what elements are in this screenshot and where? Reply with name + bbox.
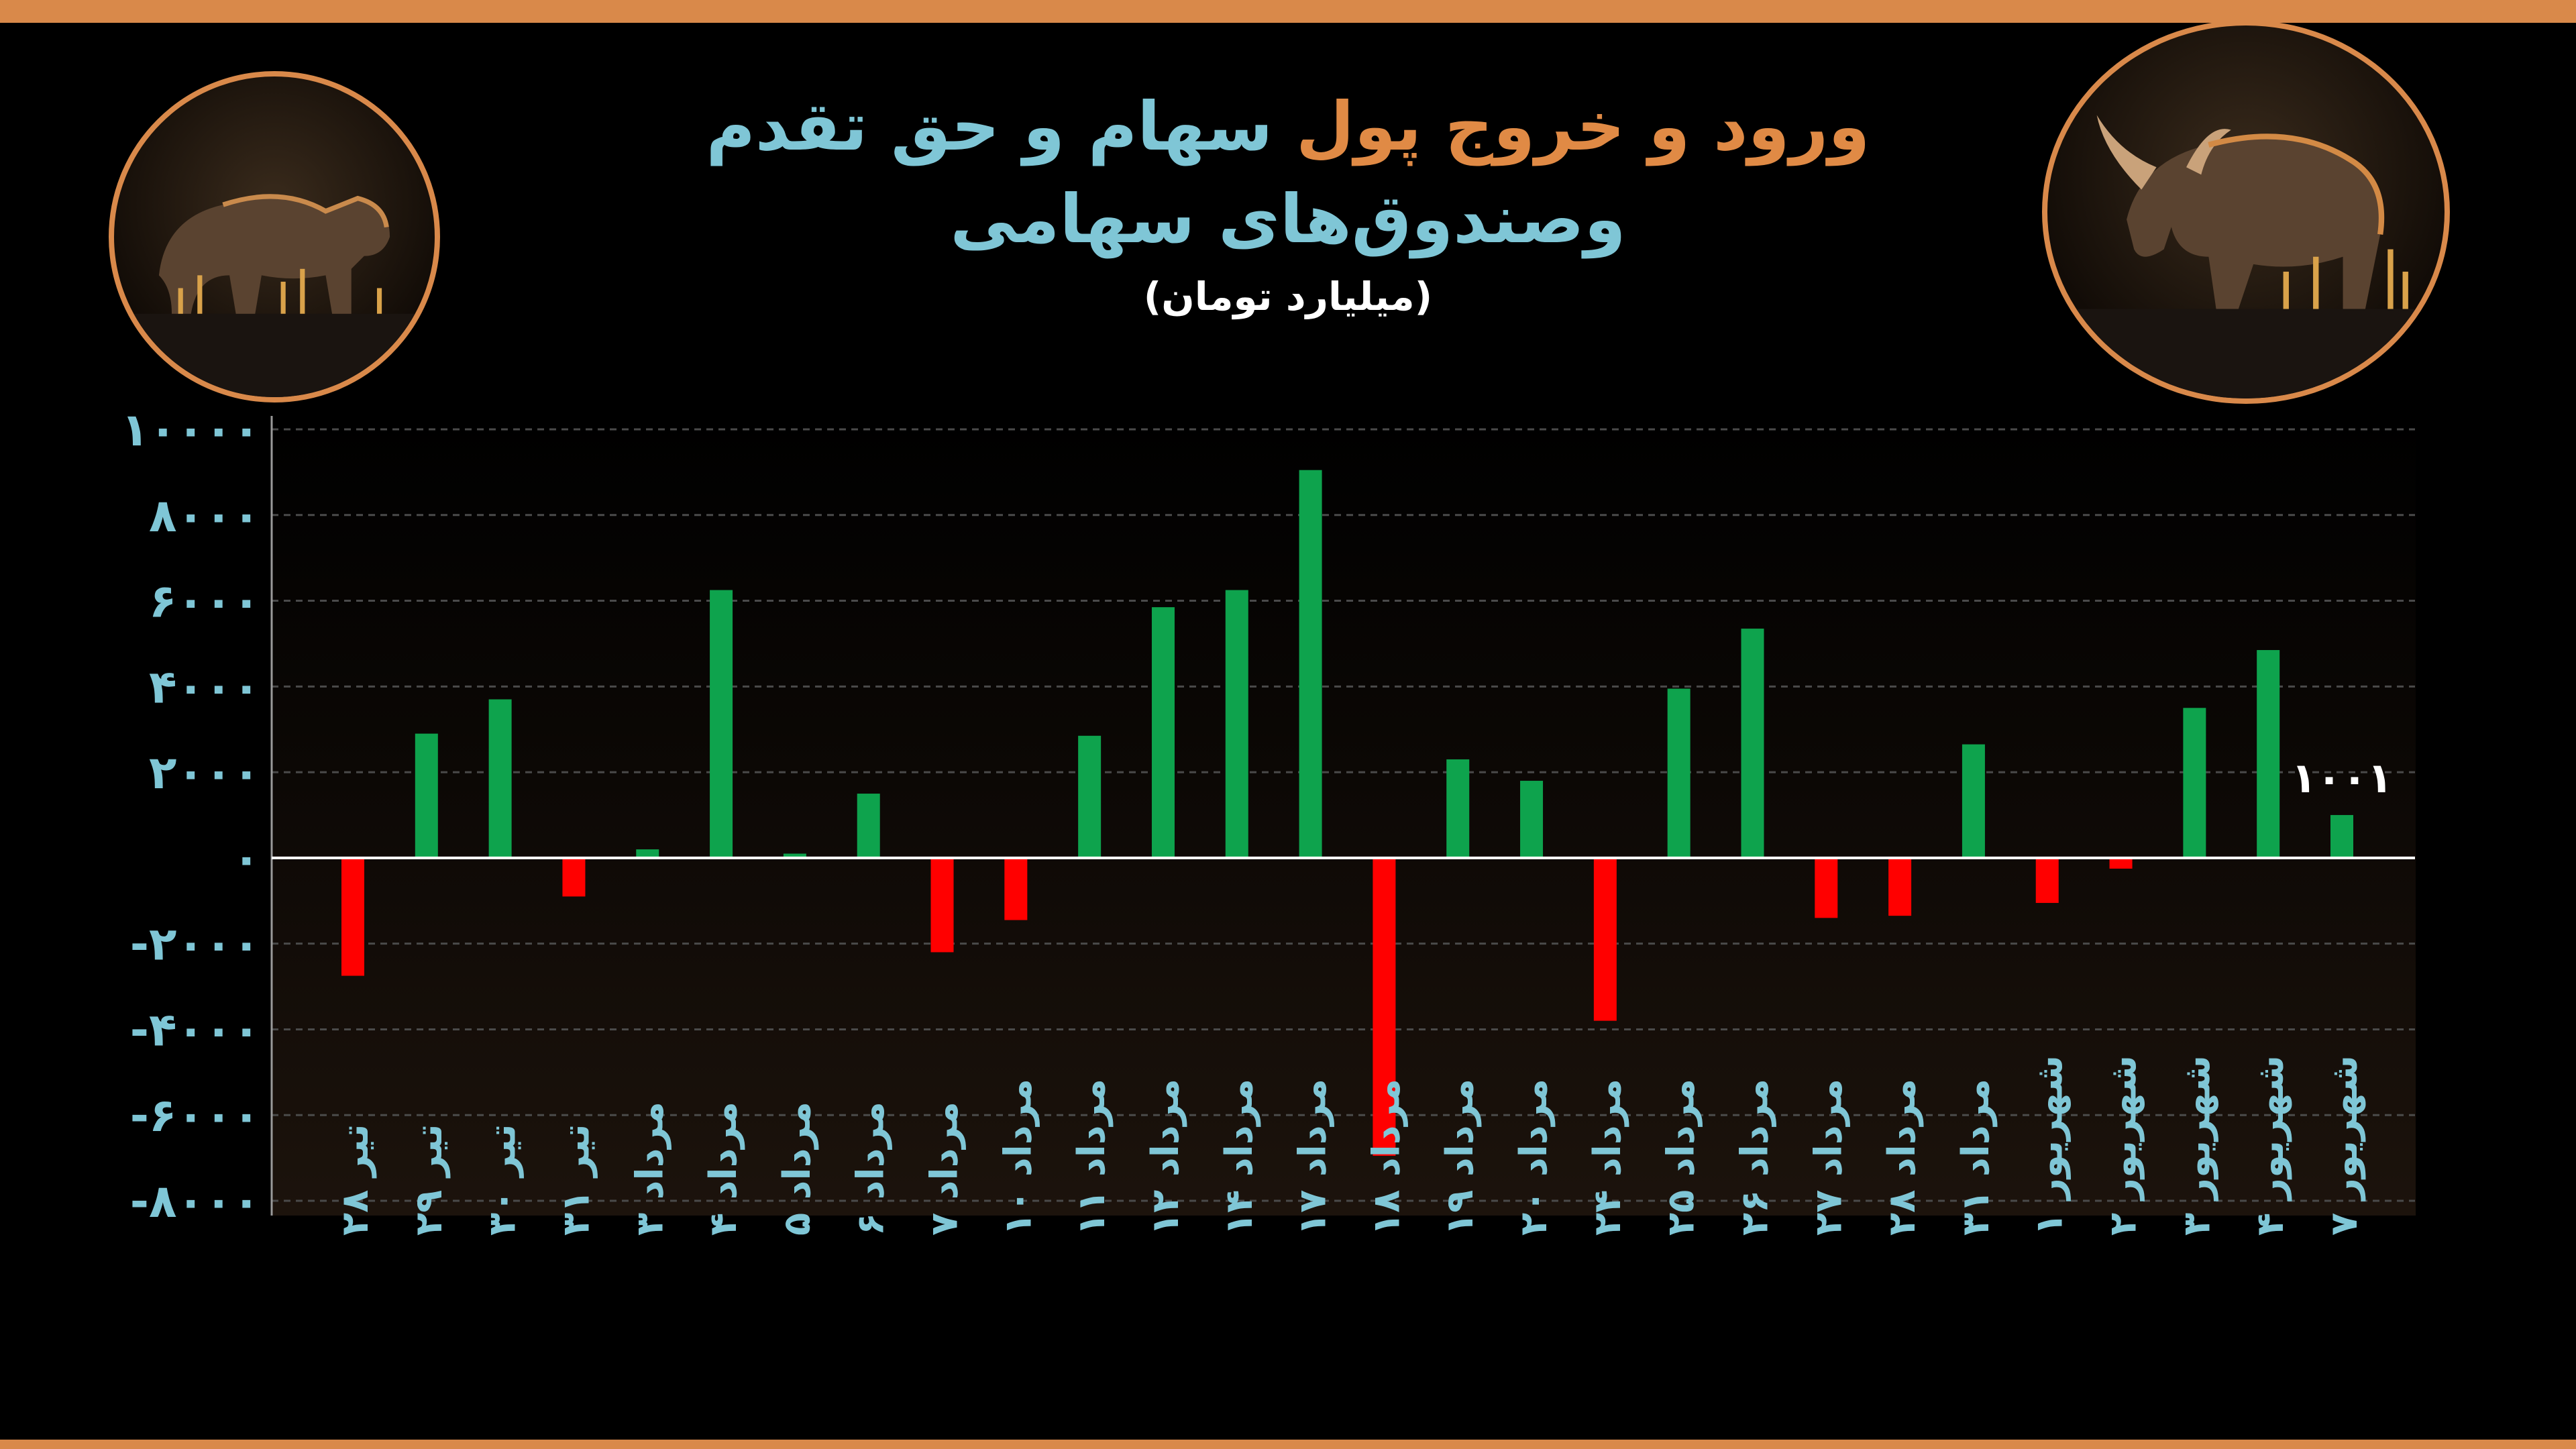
x-tick-label: مرداد ۱۴: [1218, 1079, 1261, 1236]
x-tick-label: مرداد ۶: [849, 1102, 893, 1236]
y-tick-label: ۸۰۰۰: [149, 490, 260, 543]
bar: [1078, 735, 1102, 858]
bar: [1962, 744, 1985, 858]
bottom-frame-bar: [0, 1440, 2576, 1449]
top-frame-bar: [0, 0, 2576, 23]
bar: [1667, 688, 1690, 858]
bear-icon: [109, 71, 440, 402]
bar: [1004, 857, 1028, 920]
data-labels: ۱۰۰۱: [2291, 753, 2392, 802]
bull-icon: [2042, 20, 2450, 404]
bar: [783, 853, 806, 858]
bar: [857, 794, 880, 858]
y-tick-label: -۴۰۰۰: [130, 1004, 260, 1057]
y-tick-label: ۶۰۰۰: [149, 576, 260, 629]
title-highlight: ورود و خروج پول: [1296, 87, 1870, 166]
bar: [710, 590, 733, 858]
title-main: سهام و حق تقدم: [706, 87, 1273, 166]
chart-title-line1: ورود و خروج پول سهام و حق تقدم: [0, 87, 2576, 166]
x-tick-label: مرداد ۲۵: [1660, 1079, 1703, 1236]
bar: [1520, 780, 1544, 858]
x-tick-label: مرداد ۲۶: [1733, 1079, 1776, 1236]
bar: [488, 699, 512, 858]
axes: [270, 416, 2415, 1216]
x-tick-label: مرداد ۱۸: [1364, 1079, 1408, 1236]
x-tick-label: مرداد ۱۲: [1144, 1079, 1187, 1236]
bar: [1815, 857, 1838, 918]
bar: [930, 857, 954, 953]
y-tick-label: ۴۰۰۰: [149, 661, 260, 714]
x-tick-label: تیر ۲۸: [333, 1124, 377, 1236]
bar: [2109, 857, 2133, 869]
x-tick-label: مرداد ۷: [923, 1102, 967, 1236]
x-tick-label: تیر ۲۹: [407, 1124, 451, 1236]
x-tick-labels: تیر ۲۸ تیر ۲۹ تیر ۳۰ تیر ۳۱ مرداد ۳ مرداد ۴ مر…: [333, 1055, 2366, 1236]
y-tick-label: -۸۰۰۰: [130, 1175, 260, 1228]
x-tick-label: مرداد ۴: [702, 1102, 745, 1236]
y-tick-label: ۰: [232, 833, 260, 885]
x-tick-label: شهریور ۲: [2102, 1055, 2145, 1236]
chart-title-line2: وصندوق‌های سهامی: [950, 180, 1626, 258]
x-tick-label: مرداد ۲۷: [1807, 1079, 1850, 1236]
bar: [1151, 607, 1175, 858]
bar: [1593, 857, 1617, 1021]
x-tick-label: مرداد ۱۷: [1291, 1079, 1335, 1236]
x-tick-label: مرداد ۱۰: [996, 1079, 1040, 1236]
bar: [341, 857, 364, 976]
bar: [2330, 814, 2353, 858]
bar: [415, 733, 438, 858]
x-tick-label: مرداد ۳۱: [1954, 1079, 1998, 1236]
grid-lines: [272, 428, 2415, 1202]
x-tick-label: شهریور ۱: [2028, 1055, 2072, 1236]
x-tick-label: مرداد ۲۴: [1586, 1079, 1629, 1236]
bar: [636, 849, 659, 858]
bar: [1373, 857, 1396, 1156]
bar: [1741, 629, 1764, 858]
y-tick-labels: ۱۰۰۰۰ ۸۰۰۰ ۶۰۰۰ ۴۰۰۰ ۲۰۰۰ ۰ -۲۰۰۰ -۴۰۰۰ -۶۰۰۰ -۸۰…: [121, 404, 260, 1228]
bar: [1446, 759, 1470, 858]
y-tick-label: -۶۰۰۰: [130, 1089, 260, 1142]
bar: [2257, 650, 2280, 858]
plot-background: [272, 416, 2416, 1216]
x-tick-label: شهریور ۷: [2322, 1055, 2366, 1236]
bars: [341, 470, 2353, 1156]
x-tick-label: شهریور ۳: [2175, 1055, 2218, 1236]
x-tick-label: مرداد ۱۹: [1438, 1079, 1482, 1236]
x-tick-label: مرداد ۳: [628, 1102, 672, 1236]
bar: [2035, 857, 2059, 903]
y-tick-label: ۲۰۰۰: [149, 747, 260, 800]
x-tick-label: شهریور ۴: [2249, 1055, 2292, 1236]
bar: [1888, 857, 1912, 916]
x-tick-label: تیر ۳۰: [481, 1124, 525, 1236]
data-label: ۱۰۰۱: [2291, 753, 2392, 802]
x-tick-label: مرداد ۲۰: [1512, 1079, 1556, 1236]
x-tick-label: تیر ۳۱: [554, 1124, 598, 1236]
bar: [1299, 470, 1322, 858]
bar: [562, 857, 586, 897]
x-tick-label: مرداد ۱۱: [1070, 1079, 1114, 1236]
y-tick-label: -۲۰۰۰: [130, 918, 260, 971]
x-tick-label: مرداد ۵: [775, 1102, 819, 1236]
x-tick-label: مرداد ۲۸: [1880, 1079, 1924, 1236]
chart-unit-subtitle: (میلیارد تومان): [1143, 274, 1433, 319]
bar: [2183, 708, 2206, 858]
bar: [1225, 590, 1248, 858]
y-tick-label: ۱۰۰۰۰: [121, 404, 260, 457]
